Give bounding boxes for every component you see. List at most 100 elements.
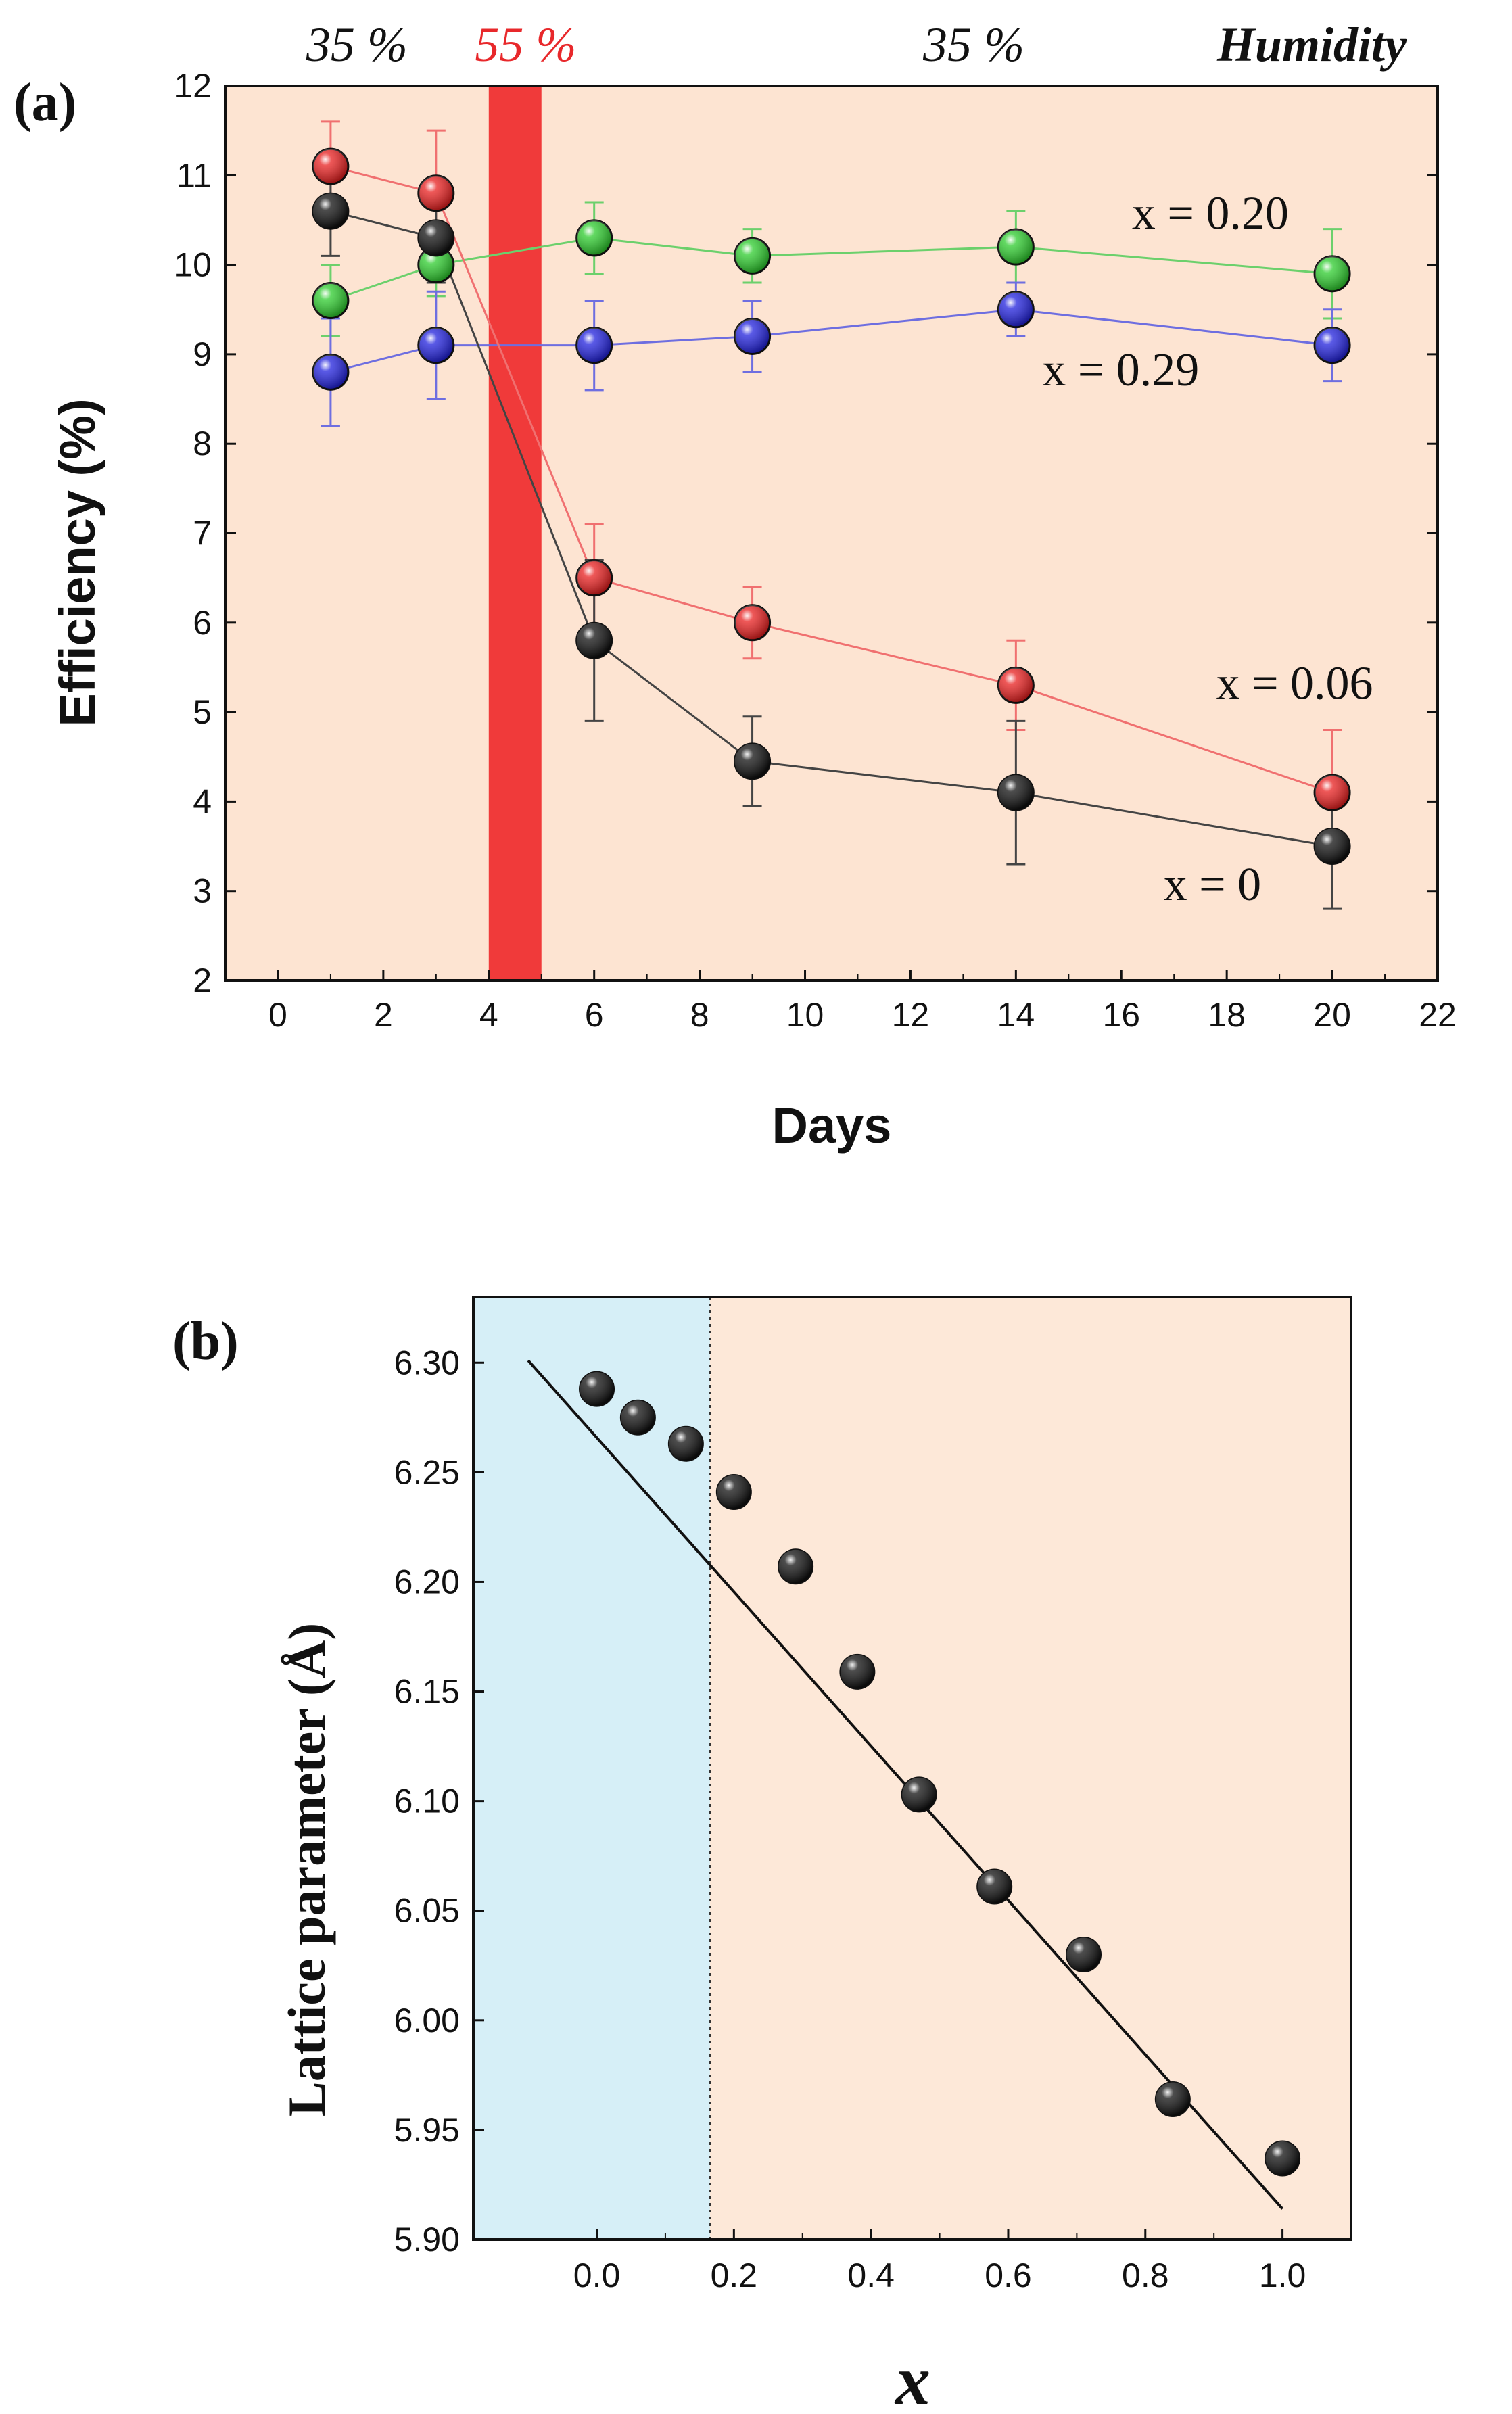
- data-point: [997, 291, 1035, 329]
- series-label: x = 0.06: [1216, 657, 1373, 709]
- data-point-shine: [669, 1427, 703, 1461]
- data-point: [312, 282, 350, 320]
- y-tick-label: 4: [193, 782, 212, 820]
- data-point: [734, 237, 772, 275]
- series-label: x = 0.29: [1042, 344, 1199, 396]
- data-point: [1066, 1937, 1102, 1973]
- series-label: x = 0: [1164, 859, 1261, 911]
- y-tick-label: 2: [193, 962, 212, 999]
- panel-label-b: (b): [172, 1312, 239, 1371]
- x-tick-label: 4: [479, 996, 498, 1034]
- data-point: [778, 1548, 814, 1585]
- data-point: [1313, 774, 1351, 811]
- data-point: [997, 228, 1035, 266]
- x-ticks: 0 2 4 6 8 10 12 14 16 18 20 22: [268, 970, 1457, 1034]
- y-tick-label: 6.00: [394, 2002, 460, 2039]
- data-point-shine: [998, 291, 1034, 327]
- data-point: [417, 174, 455, 212]
- data-point-shine: [734, 743, 770, 779]
- data-point-shine: [977, 1870, 1012, 1904]
- data-point: [997, 774, 1035, 811]
- x-tick-label: 20: [1313, 996, 1351, 1034]
- data-point-shine: [576, 327, 612, 363]
- series-layer: x = 0.20 x = 0.29 x = 0.06 x = 0: [312, 120, 1373, 911]
- series-labels: x = 0.20 x = 0.29 x = 0.06 x = 0: [1042, 188, 1373, 911]
- panel-b-lattice-chart: 0.0 0.2 0.4 0.6 0.8 1.0 5.90 5.95 6.00 6.05 6.10 6…: [172, 1296, 1352, 2414]
- humidity-title: Humidity: [1216, 18, 1407, 72]
- data-point-shine: [717, 1475, 751, 1509]
- y-ticks: 2 3 4 5 6 7 8 9 10 11 12: [174, 67, 1438, 999]
- x-tick-label: 22: [1419, 996, 1457, 1034]
- data-point: [312, 353, 350, 391]
- data-point-shine: [1156, 2082, 1190, 2116]
- humidity-labels: 35 % 55 % 35 %: [306, 18, 1024, 72]
- data-point: [1265, 2140, 1301, 2177]
- data-point-shine: [1315, 775, 1350, 811]
- x-axis-title: x: [894, 2342, 930, 2414]
- data-point-shine: [734, 238, 770, 274]
- plot-frame: [472, 1296, 1352, 2241]
- series-points: [312, 147, 1351, 866]
- data-point-shine: [1265, 2141, 1300, 2176]
- data-point-shine: [580, 1372, 614, 1406]
- data-points: [579, 1371, 1301, 2177]
- data-point-shine: [576, 220, 612, 256]
- data-point-shine: [998, 667, 1034, 703]
- panel-label-a: (a): [14, 73, 76, 133]
- data-point: [997, 666, 1035, 704]
- x-tick-label: 16: [1102, 996, 1140, 1034]
- data-point-shine: [312, 354, 348, 390]
- data-point: [619, 1399, 656, 1436]
- data-point-shine: [902, 1777, 937, 1812]
- data-point-shine: [778, 1549, 813, 1584]
- y-tick-label: 5.90: [394, 2221, 460, 2258]
- x-tick-label: 14: [997, 996, 1035, 1034]
- data-point: [417, 327, 455, 364]
- x-tick-label: 0.8: [1122, 2256, 1169, 2294]
- data-point-shine: [998, 775, 1034, 811]
- x-tick-label: 18: [1208, 996, 1246, 1034]
- humidity-band: [488, 86, 542, 980]
- y-tick-label: 6.30: [394, 1344, 460, 1381]
- y-tick-label: 3: [193, 872, 212, 910]
- data-point-shine: [621, 1400, 655, 1435]
- data-point-shine: [312, 283, 348, 318]
- shaded-region: [473, 1297, 710, 2240]
- x-ticks: 0.0 0.2 0.4 0.6 0.8 1.0: [573, 2229, 1306, 2294]
- y-tick-label: 8: [193, 425, 212, 463]
- data-point-shine: [734, 318, 770, 354]
- data-point: [417, 219, 455, 257]
- data-point: [575, 559, 613, 597]
- data-point-shine: [734, 605, 770, 640]
- humidity-label: 35 %: [922, 18, 1024, 72]
- data-point-shine: [312, 149, 348, 185]
- data-point-shine: [1315, 256, 1350, 291]
- data-point: [575, 621, 613, 659]
- data-point-shine: [418, 175, 454, 211]
- data-point-shine: [418, 220, 454, 256]
- data-point: [839, 1653, 876, 1690]
- data-point: [901, 1776, 937, 1813]
- data-point: [715, 1474, 752, 1511]
- y-tick-label: 6.15: [394, 1673, 460, 1711]
- data-point: [312, 147, 350, 185]
- data-point-shine: [576, 560, 612, 596]
- series-label: x = 0.20: [1132, 188, 1289, 240]
- data-point-shine: [1315, 828, 1350, 864]
- data-point: [734, 317, 772, 355]
- x-tick-label: 12: [892, 996, 930, 1034]
- x-tick-label: 0: [268, 996, 287, 1034]
- data-point: [734, 604, 772, 642]
- data-point-shine: [998, 229, 1034, 265]
- x-tick-label: 0.6: [985, 2256, 1032, 2294]
- x-tick-label: 0.4: [847, 2256, 895, 2294]
- y-tick-label: 6: [193, 604, 212, 642]
- x-tick-label: 0.0: [573, 2256, 621, 2294]
- y-tick-label: 6.05: [394, 1892, 460, 1930]
- data-point: [1313, 255, 1351, 293]
- y-tick-label: 12: [174, 67, 212, 105]
- data-point-shine: [576, 623, 612, 659]
- data-point: [1313, 327, 1351, 364]
- y-tick-label: 9: [193, 335, 212, 373]
